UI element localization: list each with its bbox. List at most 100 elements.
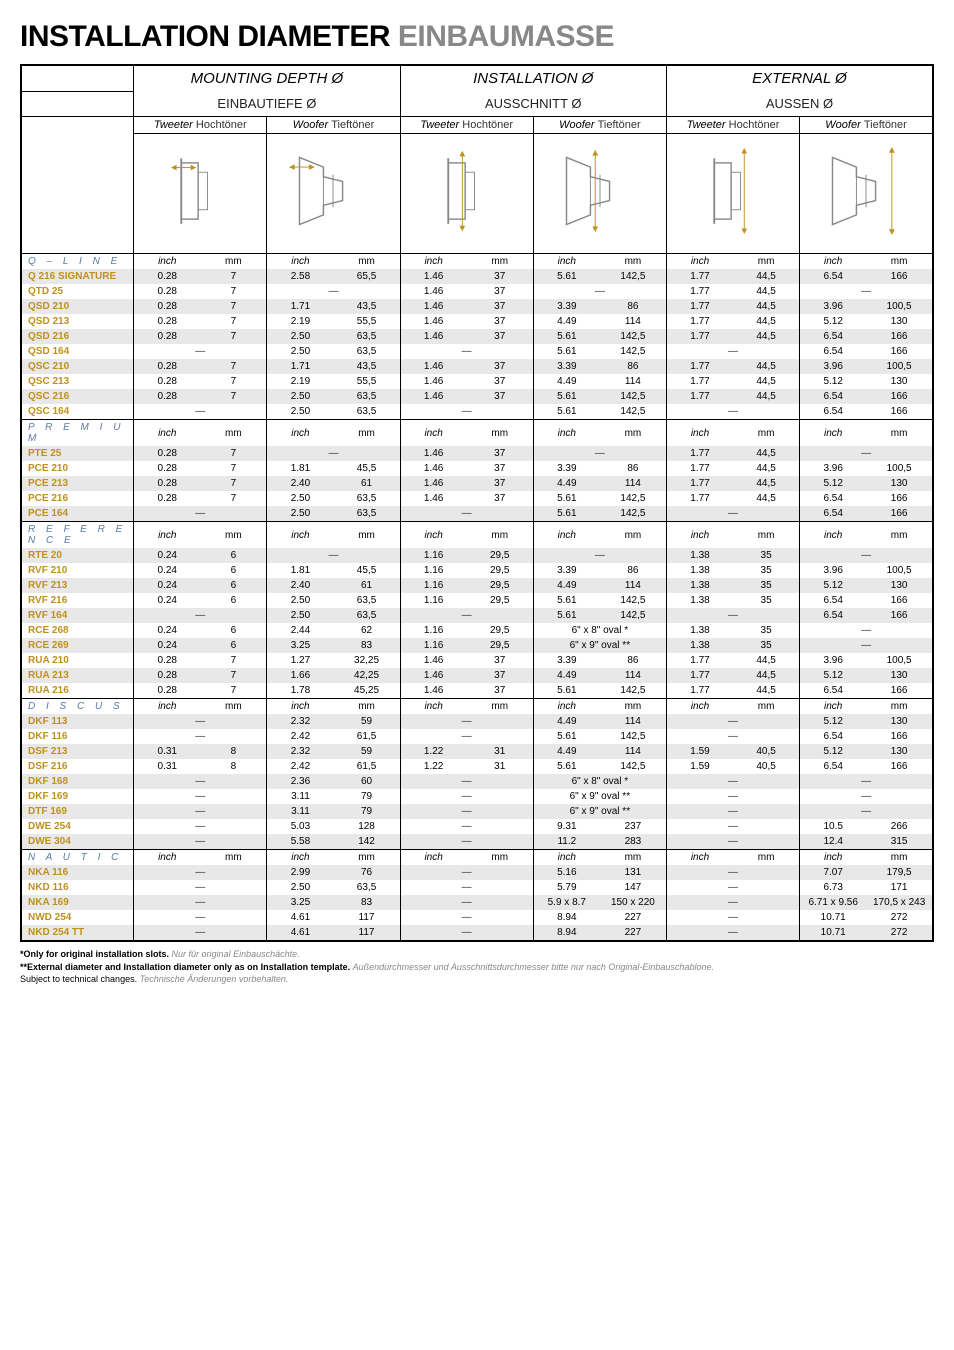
product-label: DKF 113 xyxy=(21,714,134,729)
data-cell: 44,5 xyxy=(733,299,800,314)
unit-cell: mm xyxy=(333,522,400,549)
data-cell: 142,5 xyxy=(600,344,667,359)
data-cell: 3.25 xyxy=(267,638,334,653)
data-cell: — xyxy=(666,804,799,819)
data-cell: 29,5 xyxy=(467,593,534,608)
data-cell: — xyxy=(134,344,267,359)
data-cell: — xyxy=(666,895,799,910)
data-cell: 3.96 xyxy=(800,653,867,668)
data-cell: 5.12 xyxy=(800,374,867,389)
data-cell: 5.12 xyxy=(800,314,867,329)
data-cell: 5.12 xyxy=(800,476,867,491)
data-cell: 55,5 xyxy=(333,314,400,329)
data-cell: 0.28 xyxy=(134,668,201,683)
data-cell: — xyxy=(400,910,533,925)
data-cell: — xyxy=(800,789,933,804)
data-cell: 114 xyxy=(600,578,667,593)
data-cell: 1.77 xyxy=(666,476,733,491)
data-cell: 272 xyxy=(866,910,933,925)
data-cell: 2.50 xyxy=(267,880,334,895)
data-cell: 1.77 xyxy=(666,284,733,299)
data-cell: 2.44 xyxy=(267,623,334,638)
unit-cell: inch xyxy=(134,420,201,447)
data-cell: 170,5 x 243 xyxy=(866,895,933,910)
data-cell: 131 xyxy=(600,865,667,880)
data-cell: 44,5 xyxy=(733,446,800,461)
data-cell: 6.54 xyxy=(800,759,867,774)
data-cell: 142,5 xyxy=(600,404,667,420)
data-cell: — xyxy=(666,880,799,895)
data-cell: 59 xyxy=(333,744,400,759)
data-cell: 1.77 xyxy=(666,389,733,404)
data-cell: 3.25 xyxy=(267,895,334,910)
data-cell: 1.16 xyxy=(400,593,467,608)
data-cell: — xyxy=(400,925,533,941)
section-header: P R E M I U M xyxy=(21,420,134,447)
unit-cell: mm xyxy=(333,420,400,447)
data-cell: 5.61 xyxy=(533,683,600,699)
data-cell: 0.28 xyxy=(134,461,201,476)
data-cell: 142,5 xyxy=(600,683,667,699)
data-cell: 3.96 xyxy=(800,461,867,476)
data-cell: 63,5 xyxy=(333,329,400,344)
data-cell: — xyxy=(134,910,267,925)
unit-cell: inch xyxy=(533,254,600,270)
unit-cell: inch xyxy=(400,850,467,866)
data-cell: — xyxy=(800,638,933,653)
product-label: RUA 213 xyxy=(21,668,134,683)
product-label: DSF 213 xyxy=(21,744,134,759)
unit-cell: inch xyxy=(533,850,600,866)
data-cell: 6 xyxy=(200,548,267,563)
data-cell: — xyxy=(267,284,400,299)
data-cell: 179,5 xyxy=(866,865,933,880)
data-cell: 5.61 xyxy=(533,491,600,506)
data-cell: — xyxy=(134,834,267,850)
data-cell: 166 xyxy=(866,404,933,420)
product-label: RCE 268 xyxy=(21,623,134,638)
data-cell: 142,5 xyxy=(600,389,667,404)
data-cell: 130 xyxy=(866,744,933,759)
unit-cell: mm xyxy=(733,522,800,549)
unit-cell: mm xyxy=(866,850,933,866)
data-cell: 3.96 xyxy=(800,563,867,578)
product-label: DKF 116 xyxy=(21,729,134,744)
data-cell: 86 xyxy=(600,653,667,668)
data-cell: 166 xyxy=(866,506,933,522)
data-cell: — xyxy=(800,804,933,819)
data-cell: 6 xyxy=(200,623,267,638)
unit-cell: mm xyxy=(866,699,933,715)
data-cell: 3.96 xyxy=(800,359,867,374)
data-cell: 114 xyxy=(600,714,667,729)
unit-cell: inch xyxy=(400,699,467,715)
data-cell: — xyxy=(400,819,533,834)
data-cell: — xyxy=(400,880,533,895)
data-cell: 1.46 xyxy=(400,389,467,404)
data-cell: 266 xyxy=(866,819,933,834)
data-cell: 37 xyxy=(467,683,534,699)
data-cell: 40,5 xyxy=(733,744,800,759)
unit-cell: mm xyxy=(866,420,933,447)
data-cell: 1.81 xyxy=(267,461,334,476)
data-cell: 6" x 9" oval ** xyxy=(533,638,666,653)
product-label: RVF 213 xyxy=(21,578,134,593)
unit-cell: mm xyxy=(467,420,534,447)
product-label: RVF 216 xyxy=(21,593,134,608)
data-cell: 1.77 xyxy=(666,446,733,461)
title-en: INSTALLATION DIAMETER xyxy=(20,20,390,53)
unit-cell: inch xyxy=(400,254,467,270)
data-cell: 10.5 xyxy=(800,819,867,834)
footnotes: *Only for original installation slots. N… xyxy=(20,948,934,986)
data-cell: 283 xyxy=(600,834,667,850)
data-cell: 6.54 xyxy=(800,389,867,404)
data-cell: 0.31 xyxy=(134,744,201,759)
data-cell: 130 xyxy=(866,578,933,593)
data-cell: 1.77 xyxy=(666,668,733,683)
data-cell: 5.61 xyxy=(533,506,600,522)
product-label: PCE 216 xyxy=(21,491,134,506)
data-cell: 37 xyxy=(467,329,534,344)
data-cell: 2.50 xyxy=(267,404,334,420)
data-cell: 79 xyxy=(333,804,400,819)
data-cell: 7 xyxy=(200,359,267,374)
unit-cell: inch xyxy=(134,522,201,549)
data-cell: 114 xyxy=(600,314,667,329)
